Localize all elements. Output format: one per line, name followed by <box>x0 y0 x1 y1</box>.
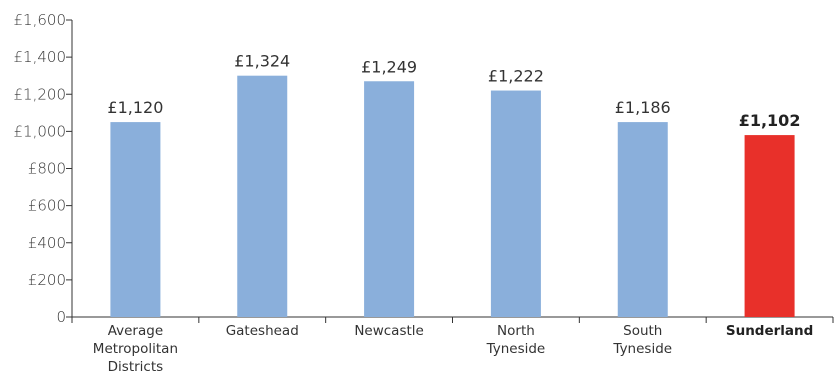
y-tick-label: £1,600 <box>14 11 67 29</box>
category-label: South Tyneside <box>612 323 672 357</box>
y-tick-label: £800 <box>28 160 66 178</box>
y-tick-label: £1,000 <box>14 122 67 140</box>
y-axis: 0 £200 £400 £600 £800 £1,000 £1,200 £1,400 £1,60… <box>14 11 73 326</box>
bar <box>364 81 415 317</box>
bar <box>744 135 795 317</box>
y-tick-label: £1,400 <box>14 48 67 66</box>
category-label: Gateshead <box>226 323 299 339</box>
category-label: Sunderland <box>726 323 813 339</box>
y-tick-label: £400 <box>28 234 66 252</box>
bar <box>490 90 541 317</box>
data-label: £1,249 <box>361 57 417 76</box>
category-label: North Tyneside <box>486 323 546 357</box>
data-label: £1,324 <box>234 52 290 71</box>
data-labels: £1,120 £1,324 £1,249 £1,222 £1,186 £1,102 <box>107 52 800 130</box>
y-tick-label: £600 <box>28 197 66 215</box>
data-label: £1,102 <box>739 111 801 130</box>
category-label: Newcastle <box>354 323 424 339</box>
data-label: £1,222 <box>488 67 544 86</box>
bars <box>110 75 795 317</box>
y-tick-label: £1,200 <box>14 85 67 103</box>
bar <box>110 122 161 317</box>
category-labels: Average Metropolitan Districts Gateshead New… <box>93 323 813 375</box>
bar <box>237 75 288 317</box>
data-label: £1,186 <box>615 98 671 117</box>
bar <box>617 122 668 317</box>
x-axis <box>71 316 834 323</box>
category-label: Average Metropolitan Districts <box>93 323 178 375</box>
y-tick-label: 0 <box>56 308 66 326</box>
y-tick-label: £200 <box>28 271 66 289</box>
data-label: £1,120 <box>107 98 163 117</box>
